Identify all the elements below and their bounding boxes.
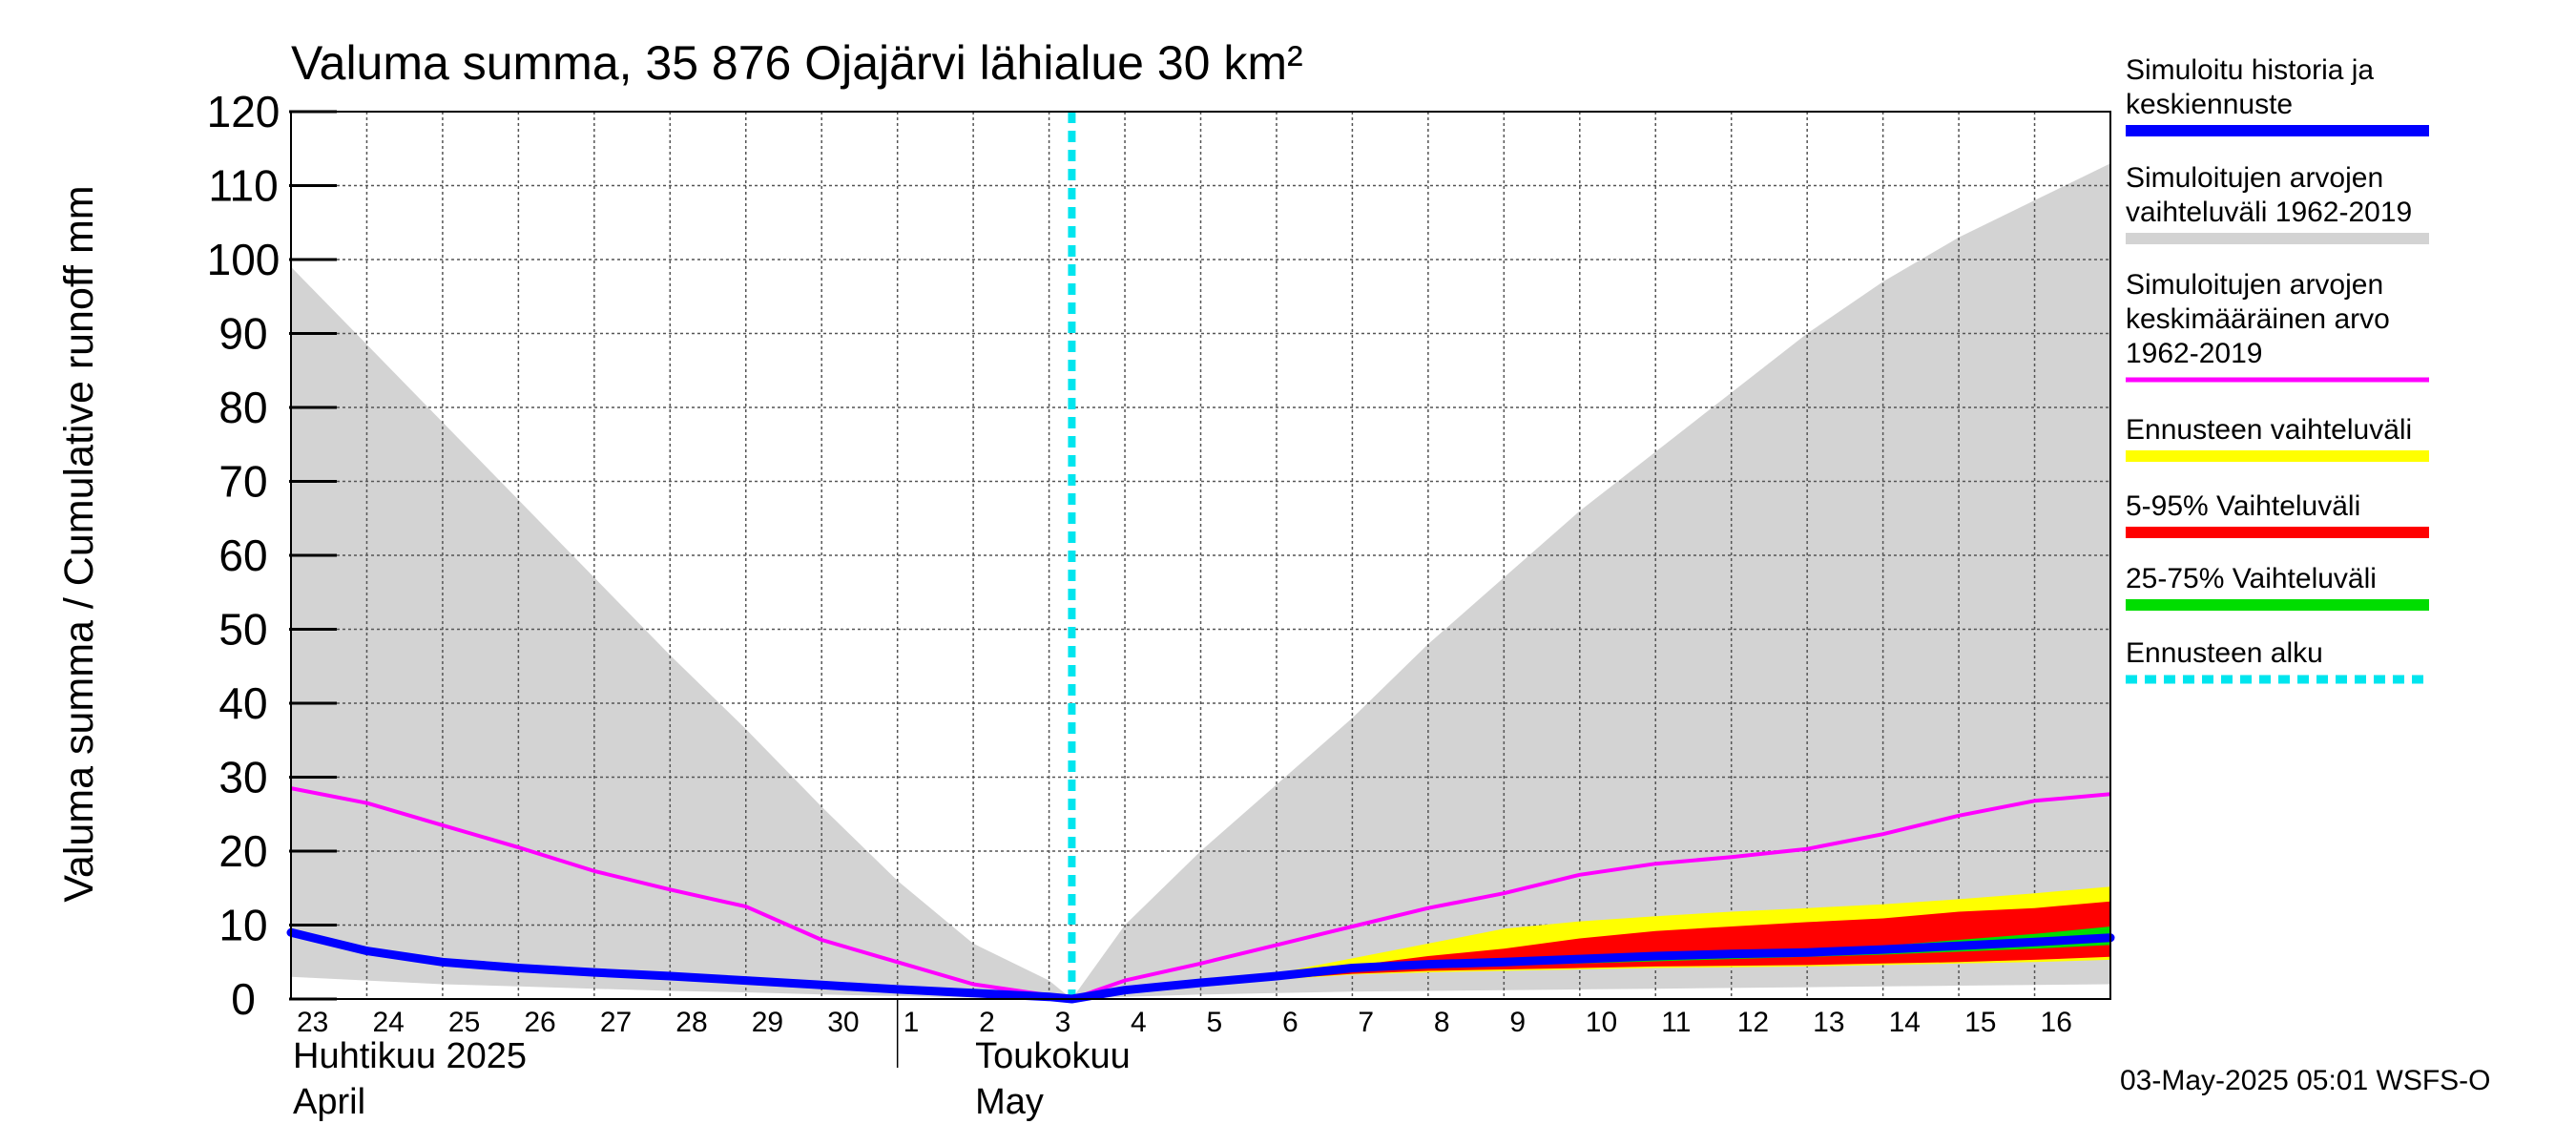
range-5-95-band [1071, 901, 2110, 999]
y-axis-label: Valuma summa / Cumulative runoff mm [56, 185, 102, 902]
historical-range-band [291, 163, 2110, 1000]
y-tick-label: 50 [218, 605, 267, 655]
timestamp-footer: 03-May-2025 05:01 WSFS-O [2120, 1065, 2491, 1096]
x-tick-label: 1 [904, 1007, 920, 1038]
x-tick-label: 3 [1055, 1007, 1071, 1038]
x-tick-label: 4 [1131, 1007, 1147, 1038]
month-label-english: April [293, 1082, 365, 1122]
x-tick-label: 2 [979, 1007, 995, 1038]
y-tick-label: 80 [218, 383, 267, 432]
x-tick-label: 13 [1813, 1007, 1844, 1038]
legend-label: keskiennuste [2126, 89, 2293, 120]
y-tick-label: 60 [218, 531, 267, 580]
x-tick-label: 27 [600, 1007, 632, 1038]
x-tick-label: 29 [752, 1007, 783, 1038]
x-tick-label: 6 [1282, 1007, 1298, 1038]
legend-label: 25-75% Vaihteluväli [2126, 563, 2377, 594]
month-label: Huhtikuu 2025 [293, 1036, 527, 1076]
legend-label: Ennusteen alku [2126, 637, 2323, 669]
x-tick-label: 12 [1737, 1007, 1769, 1038]
month-label: Toukokuu [975, 1036, 1131, 1076]
simulated-history-line [286, 927, 2115, 1004]
x-tick-label: 14 [1889, 1007, 1921, 1038]
y-tick-label: 90 [218, 309, 267, 359]
x-tick-label: 15 [1964, 1007, 1996, 1038]
y-tick-label: 110 [208, 161, 278, 211]
y-tick-label: 30 [218, 753, 267, 802]
x-tick-label: 24 [372, 1007, 404, 1038]
x-tick-label: 7 [1358, 1007, 1374, 1038]
month-label-english: May [975, 1082, 1044, 1122]
legend-label: keskimääräinen arvo [2126, 303, 2390, 335]
x-tick-label: 23 [297, 1007, 328, 1038]
legend-label: Simuloitujen arvojen [2126, 162, 2383, 194]
x-tick-label: 28 [675, 1007, 707, 1038]
x-tick-label: 25 [448, 1007, 480, 1038]
x-tick-label: 8 [1434, 1007, 1450, 1038]
y-tick-label: 100 [207, 235, 280, 284]
y-tick-label: 20 [218, 826, 267, 876]
x-tick-label: 5 [1207, 1007, 1223, 1038]
y-tick-label: 40 [218, 678, 267, 728]
x-tick-label: 16 [2041, 1007, 2072, 1038]
x-tick-label: 10 [1586, 1007, 1617, 1038]
y-tick-label: 0 [231, 974, 256, 1024]
legend-label: 1962-2019 [2126, 338, 2262, 369]
x-tick-label: 30 [827, 1007, 859, 1038]
mean-runoff-line [290, 786, 2111, 1001]
y-tick-label: 120 [207, 87, 280, 136]
x-tick-label: 26 [524, 1007, 555, 1038]
legend-label: 5-95% Vaihteluväli [2126, 490, 2360, 522]
chart-title: Valuma summa, 35 876 Ojajärvi lähialue 3… [291, 36, 1303, 90]
legend-label: Simuloitu historia ja [2126, 54, 2374, 86]
legend-label: vaihteluväli 1962-2019 [2126, 197, 2412, 228]
legend-label: Simuloitujen arvojen [2126, 269, 2383, 301]
y-tick-label: 10 [218, 901, 267, 950]
x-tick-label: 9 [1509, 1007, 1526, 1038]
x-tick-label: 11 [1661, 1007, 1691, 1038]
y-tick-label: 70 [218, 457, 267, 507]
legend-label: Ennusteen vaihteluväli [2126, 414, 2412, 446]
